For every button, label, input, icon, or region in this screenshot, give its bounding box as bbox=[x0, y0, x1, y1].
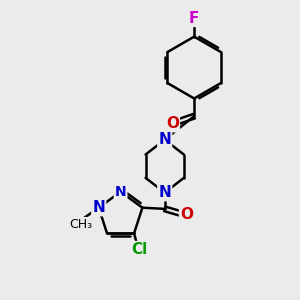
Text: N: N bbox=[158, 185, 171, 200]
Text: Cl: Cl bbox=[131, 242, 148, 257]
Text: CH₃: CH₃ bbox=[69, 218, 92, 231]
Text: N: N bbox=[92, 200, 105, 215]
Text: N: N bbox=[115, 185, 126, 199]
Text: O: O bbox=[166, 116, 179, 131]
Text: O: O bbox=[180, 207, 193, 222]
Text: F: F bbox=[189, 11, 200, 26]
Text: N: N bbox=[158, 132, 171, 147]
